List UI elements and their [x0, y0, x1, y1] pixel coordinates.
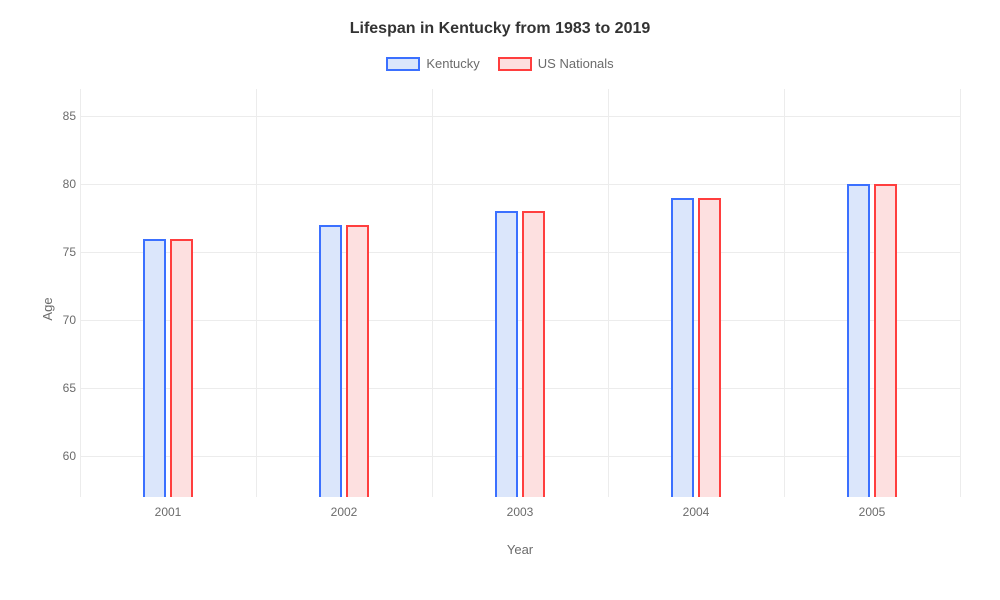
gridline-h [80, 456, 960, 457]
legend-item-kentucky: Kentucky [386, 56, 479, 71]
legend-label-us-nationals: US Nationals [538, 56, 614, 71]
chart-container: Lifespan in Kentucky from 1983 to 2019 K… [0, 0, 1000, 600]
gridline-v [960, 89, 961, 497]
bar [346, 225, 369, 497]
x-tick: 2002 [331, 505, 358, 519]
bar [522, 211, 545, 497]
gridline-v [432, 89, 433, 497]
x-tick: 2001 [155, 505, 182, 519]
gridline-v [784, 89, 785, 497]
y-tick: 75 [50, 245, 76, 259]
plot-area: 60657075808520012002200320042005 [80, 89, 960, 497]
x-axis-label: Year [507, 542, 533, 557]
gridline-v [608, 89, 609, 497]
bar [698, 198, 721, 497]
gridline-h [80, 252, 960, 253]
x-tick: 2005 [859, 505, 886, 519]
gridline-h [80, 116, 960, 117]
bar [847, 184, 870, 497]
bar [319, 225, 342, 497]
y-tick: 80 [50, 177, 76, 191]
gridline-h [80, 320, 960, 321]
legend-swatch-kentucky [386, 57, 420, 71]
gridline-h [80, 388, 960, 389]
y-tick: 65 [50, 381, 76, 395]
bar [170, 239, 193, 497]
bar [874, 184, 897, 497]
legend-label-kentucky: Kentucky [426, 56, 479, 71]
chart-title: Lifespan in Kentucky from 1983 to 2019 [30, 20, 970, 38]
legend-swatch-us-nationals [498, 57, 532, 71]
legend-item-us-nationals: US Nationals [498, 56, 614, 71]
y-tick: 85 [50, 109, 76, 123]
bar [671, 198, 694, 497]
bar [143, 239, 166, 497]
plot-wrap: Age 60657075808520012002200320042005 Yea… [80, 89, 960, 529]
gridline-h [80, 184, 960, 185]
gridline-v [80, 89, 81, 497]
x-tick: 2003 [507, 505, 534, 519]
legend: Kentucky US Nationals [30, 56, 970, 71]
y-tick: 70 [50, 313, 76, 327]
x-tick: 2004 [683, 505, 710, 519]
gridline-v [256, 89, 257, 497]
bar [495, 211, 518, 497]
y-tick: 60 [50, 449, 76, 463]
